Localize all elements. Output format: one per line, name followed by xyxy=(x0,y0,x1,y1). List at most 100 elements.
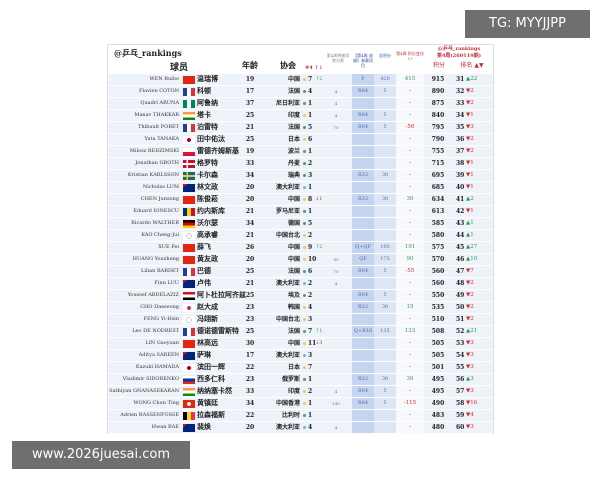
player-age: 25 xyxy=(245,112,255,119)
week-points: 5 xyxy=(383,388,387,394)
flag-icon-in xyxy=(183,388,195,396)
total-points: 560 xyxy=(431,280,445,287)
flag-icon-dk xyxy=(183,160,195,168)
points-change: - xyxy=(409,208,411,214)
table-row[interactable]: Leo DE NODREST 德诺德雷斯特 25 法国 7 ↑1 Q+R16 135 133 50… xyxy=(108,326,493,338)
table-row[interactable]: WONG Chun Ting 黄镇廷 34 中国香港 1 140 R64 5 -115 490 58… xyxy=(108,398,493,410)
rank-change: ▼2 xyxy=(466,292,474,298)
table-row[interactable]: Yuta TANAKA 田中佑汰 25 日本 6 - 790 36 ▼2 xyxy=(108,134,493,146)
table-row[interactable]: Adrien RASSENFOSSE 拉森福斯 22 比利时 1 - 483 59 ▼4 xyxy=(108,410,493,422)
table-row[interactable]: Jonathan GROTH 格罗特 33 丹麦 2 - 715 38 ▼1 xyxy=(108,158,493,170)
association: 中国 xyxy=(287,244,300,251)
player-name-en: Milosz REDZIMSKI xyxy=(129,148,179,154)
table-row[interactable]: Manav THAKKAR 塔卡 25 印度 1 4 R64 5 - 840 34 ▼1 xyxy=(108,110,493,122)
association: 中国 xyxy=(287,76,300,83)
association-rank: 1 xyxy=(308,376,313,383)
table-row[interactable]: KAO Cheng-Jui 高承睿 21 中国台北 2 - 580 44 ▲1 xyxy=(108,230,493,242)
table-row[interactable]: Lilian BARDET 巴德 25 法国 6 70 R64 5 -55 560 47 ▼7 xyxy=(108,266,493,278)
association: 中国台北 xyxy=(275,232,300,239)
table-row[interactable]: Vladimir SIDORENKO 西多仁科 23 俄罗斯 1 R32 30 30 495 56… xyxy=(108,374,493,386)
flag-icon-fr xyxy=(183,124,195,132)
flag-icon-au xyxy=(183,280,195,288)
header-period-handle: @乒乓_rankings xyxy=(437,46,481,52)
table-row[interactable]: LIN Gaoyuan 林高远 30 中国 11 ↓3 - 505 53 ▼3 xyxy=(108,338,493,350)
player-age: 20 xyxy=(245,424,255,431)
association-rank: 6 xyxy=(308,136,313,143)
rank: 57 xyxy=(456,388,465,395)
points-change: 15 xyxy=(406,304,414,310)
points-change: - xyxy=(409,172,411,178)
player-age: 21 xyxy=(245,208,255,215)
table-row[interactable]: Youssef ABDELAZIZ 阿卜杜拉阿齐兹 25 埃及 2 R64 5 - 550 49 ▼… xyxy=(108,290,493,302)
table-row[interactable]: Hwan BAE 裴焕 20 澳大利亚 4 4 - 480 60 ▼3 xyxy=(108,422,493,434)
deducted-points: 4 xyxy=(334,89,338,94)
table-row[interactable]: FENG Yi-Hsin 冯翊新 23 中国台北 3 - 510 51 ▼2 xyxy=(108,314,493,326)
player-age: 33 xyxy=(245,388,255,395)
rankings-table: @乒乓_rankings 球员 年龄 协会 #4 ↑↓ 第4周将被扣除分数 【第… xyxy=(107,44,494,434)
player-name-cn: 高承睿 xyxy=(197,231,218,239)
rank-change: ▲1 xyxy=(466,220,474,226)
total-points: 535 xyxy=(431,304,445,311)
total-points: 495 xyxy=(431,376,445,383)
table-row[interactable]: Flavien COTON 科顿 17 法国 4 4 R64 5 - 890 32 ▼2 xyxy=(108,86,493,98)
player-name-cn: 滨田一辉 xyxy=(197,363,225,371)
total-points: 575 xyxy=(431,244,445,251)
player-age: 21 xyxy=(245,280,255,287)
association: 澳大利亚 xyxy=(275,352,300,359)
table-row[interactable]: Milosz REDZIMSKI 雷德齐姆斯基 19 波兰 1 - 755 37 ▼2 xyxy=(108,146,493,158)
table-row[interactable]: HUANG Youzheng 黄友政 20 中国 10 85 QF 175 90 570 46 ▲10 xyxy=(108,254,493,266)
rank-change: ▼1 xyxy=(466,112,474,118)
points-column-bg xyxy=(374,45,396,433)
rank-change: ▼3 xyxy=(466,424,474,430)
association: 澳大利亚 xyxy=(275,424,300,431)
association-dot-icon xyxy=(303,234,306,237)
player-age: 25 xyxy=(245,268,255,275)
table-row[interactable]: Quadri ARUNA 阿鲁纳 37 尼日利亚 1 4 - 875 33 ▼2 xyxy=(108,98,493,110)
total-points: 505 xyxy=(431,340,445,347)
association: 中国 xyxy=(287,340,300,347)
total-points: 570 xyxy=(431,256,445,263)
player-name-en: Flavien COTON xyxy=(139,88,179,94)
association-rank: 2 xyxy=(308,160,313,167)
table-row[interactable]: CHEN Junsong 陈俊菘 20 中国 8 ↓1 R32 30 30 634 41 ▲2 xyxy=(108,194,493,206)
player-age: 20 xyxy=(245,184,255,191)
player-name-cn: 纳纳塞卡然 xyxy=(197,387,232,395)
rank: 34 xyxy=(456,112,465,119)
table-row[interactable]: Sathiyan GNANASEKARAN 纳纳塞卡然 33 印度 2 4 R64 5 - 495… xyxy=(108,386,493,398)
player-name-en: Thibault PORET xyxy=(138,124,179,130)
table-row[interactable]: Aditya SAREEN 萨琳 17 澳大利亚 3 - 505 54 ▼3 xyxy=(108,350,493,362)
association: 法国 xyxy=(287,268,300,275)
header-age: 年龄 xyxy=(242,61,258,70)
player-age: 30 xyxy=(245,340,255,347)
association-rank-change: ↓3 xyxy=(315,340,323,346)
points-change: - xyxy=(409,184,411,190)
handle: @乒乓_rankings xyxy=(114,48,182,58)
deducted-points: 4 xyxy=(334,425,338,430)
rank: 38 xyxy=(456,160,465,167)
points-change: 30 xyxy=(406,376,414,382)
week-points: 195 xyxy=(380,244,390,250)
table-row[interactable]: WEN Ruibo 温瑞博 19 中国 7 ↑2 F 420 415 915 31 ▲22 xyxy=(108,74,493,86)
table-row[interactable]: XUE Fei 薛飞 26 中国 9 ↑2 Q+QF 195 191 575 45 ▲27 xyxy=(108,242,493,254)
table-row[interactable]: Kazuki HAMADA 滨田一辉 22 日本 7 - 501 55 ▼3 xyxy=(108,362,493,374)
rank: 58 xyxy=(456,400,465,407)
player-name-cn: 德诺德雷斯特 xyxy=(197,327,239,335)
total-points: 715 xyxy=(431,160,445,167)
flag-icon-eg xyxy=(183,292,195,300)
table-row[interactable]: Nicholas LUM 林文政 20 澳大利亚 1 - 685 40 ▼1 xyxy=(108,182,493,194)
player-name-en: WONG Chun Ting xyxy=(133,400,179,406)
table-row[interactable]: Finn LUU 卢伟 21 澳大利亚 2 4 - 560 48 ▼2 xyxy=(108,278,493,290)
rank-change: ▼4 xyxy=(466,412,474,418)
table-row[interactable]: CHO Daeseong 赵大成 23 韩国 4 R32 30 15 535 50 ▼2 xyxy=(108,302,493,314)
rank-change: ▼3 xyxy=(466,352,474,358)
association-dot-icon xyxy=(303,222,306,225)
table-row[interactable]: Eduard IONESCU 约内斯库 21 罗马尼亚 1 - 613 42 ▼1 xyxy=(108,206,493,218)
player-name-cn: 黄友政 xyxy=(197,255,218,263)
rank-change: ▼1 xyxy=(466,184,474,190)
rank: 39 xyxy=(456,172,465,179)
table-row[interactable]: Thibault PORET 泊雷特 21 法国 5 70 R64 5 -50 795 35 ▼3 xyxy=(108,122,493,134)
table-row[interactable]: Ricardo WALTHER 沃尔瑟 34 德国 5 - 585 43 ▲1 xyxy=(108,218,493,230)
player-name-en: CHO Daeseong xyxy=(140,304,179,310)
table-row[interactable]: Kristian KARLSSON 卡尔森 34 瑞典 3 R32 30 - 695 39 ▼1 xyxy=(108,170,493,182)
association-rank: 4 xyxy=(308,88,313,95)
